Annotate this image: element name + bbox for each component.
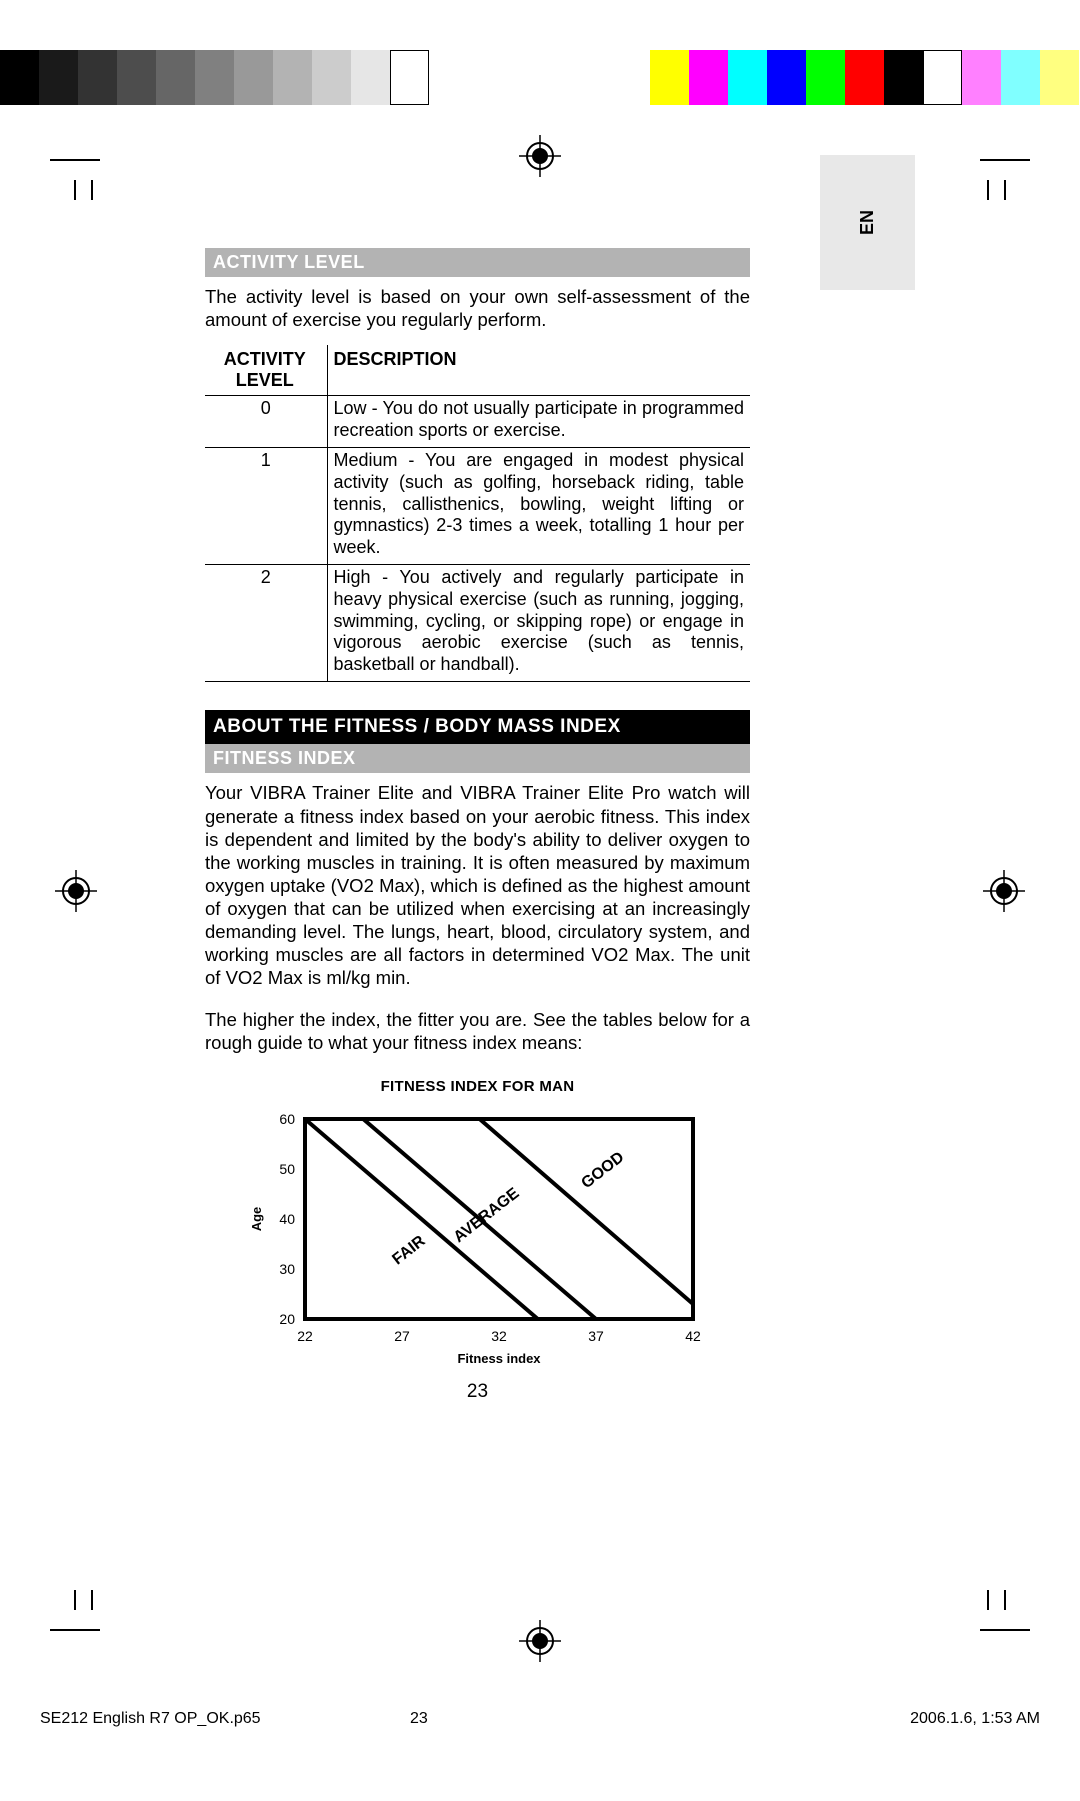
svg-text:32: 32 [491, 1328, 507, 1344]
language-code: EN [857, 210, 878, 235]
crop-mark-br [950, 1590, 1030, 1660]
printer-color-bar [0, 50, 1080, 105]
table-col-activity: ACTIVITY LEVEL [205, 345, 327, 396]
svg-text:30: 30 [279, 1261, 295, 1277]
svg-text:42: 42 [685, 1328, 701, 1344]
language-tab: EN [820, 155, 915, 290]
fitness-para-2: The higher the index, the fitter you are… [205, 1008, 750, 1054]
fitness-index-header: FITNESS INDEX [205, 744, 750, 773]
print-footer: SE212 English R7 OP_OK.p65 23 2006.1.6, … [40, 1710, 1040, 1728]
svg-text:20: 20 [279, 1311, 295, 1327]
table-row: 2High - You actively and regularly parti… [205, 565, 750, 682]
activity-level-table: ACTIVITY LEVEL DESCRIPTION 0Low - You do… [205, 345, 750, 682]
table-row: 0Low - You do not usually participate in… [205, 396, 750, 448]
fitness-bmi-header: ABOUT THE FITNESS / BODY MASS INDEX [205, 710, 750, 744]
chart-title: FITNESS INDEX FOR MAN [205, 1078, 750, 1095]
table-col-description: DESCRIPTION [327, 345, 750, 396]
svg-text:AVERAGE: AVERAGE [450, 1184, 522, 1246]
color-swatches [650, 50, 1080, 105]
fitness-chart: 60 50 40 30 2022 27 32 37 42 FAIR AVERAGE GOOD Fitne… [205, 1109, 750, 1369]
footer-page: 23 [410, 1710, 428, 1728]
registration-mark-right [983, 870, 1025, 912]
page-content: ACTIVITY LEVEL The activity level is bas… [205, 248, 750, 1403]
svg-text:37: 37 [588, 1328, 604, 1344]
registration-mark-bottom [519, 1620, 561, 1662]
svg-text:40: 40 [279, 1211, 295, 1227]
svg-text:22: 22 [297, 1328, 313, 1344]
svg-text:FAIR: FAIR [389, 1232, 429, 1268]
svg-text:Fitness index: Fitness index [457, 1351, 541, 1366]
svg-text:50: 50 [279, 1161, 295, 1177]
svg-text:GOOD: GOOD [578, 1148, 627, 1191]
svg-text:27: 27 [394, 1328, 410, 1344]
crop-mark-tl [50, 130, 130, 200]
fitness-para-1: Your VIBRA Trainer Elite and VIBRA Train… [205, 781, 750, 989]
page-number: 23 [205, 1381, 750, 1403]
registration-mark-top [519, 135, 561, 177]
activity-level-header: ACTIVITY LEVEL [205, 248, 750, 277]
crop-mark-bl [50, 1590, 130, 1660]
table-row: 1Medium - You are engaged in modest phys… [205, 448, 750, 565]
footer-timestamp: 2006.1.6, 1:53 AM [910, 1710, 1040, 1728]
crop-mark-tr [950, 130, 1030, 200]
grayscale-swatches [0, 50, 430, 105]
svg-text:Age: Age [249, 1206, 264, 1231]
footer-filename: SE212 English R7 OP_OK.p65 [40, 1710, 261, 1728]
registration-mark-left [55, 870, 97, 912]
activity-level-intro: The activity level is based on your own … [205, 285, 750, 331]
svg-text:60: 60 [279, 1111, 295, 1127]
